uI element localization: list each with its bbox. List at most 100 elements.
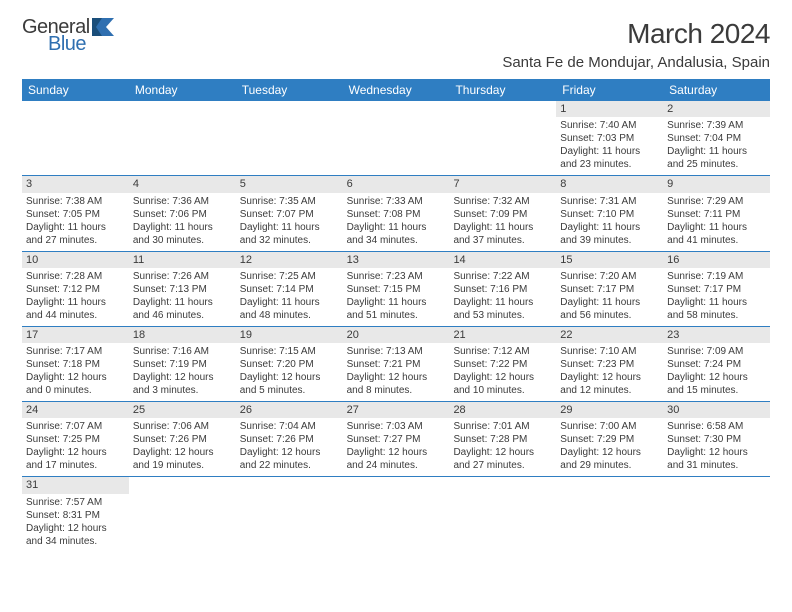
day-cell [343, 101, 450, 175]
daylight-text: Daylight: 12 hours and 27 minutes. [453, 446, 552, 472]
daylight-text: Daylight: 12 hours and 8 minutes. [347, 371, 446, 397]
sunrise-text: Sunrise: 7:07 AM [26, 420, 125, 433]
daylight-text: Daylight: 11 hours and 23 minutes. [560, 145, 659, 171]
day-number: 5 [236, 176, 343, 192]
sunrise-text: Sunrise: 7:15 AM [240, 345, 339, 358]
day-cell: 12Sunrise: 7:25 AMSunset: 7:14 PMDayligh… [236, 252, 343, 326]
week-row: 10Sunrise: 7:28 AMSunset: 7:12 PMDayligh… [22, 252, 770, 327]
sunrise-text: Sunrise: 7:39 AM [667, 119, 766, 132]
day-number: 17 [22, 327, 129, 343]
daylight-text: Daylight: 11 hours and 34 minutes. [347, 221, 446, 247]
sunset-text: Sunset: 7:06 PM [133, 208, 232, 221]
daylight-text: Daylight: 12 hours and 17 minutes. [26, 446, 125, 472]
sunset-text: Sunset: 7:30 PM [667, 433, 766, 446]
sunrise-text: Sunrise: 6:58 AM [667, 420, 766, 433]
daylight-text: Daylight: 12 hours and 24 minutes. [347, 446, 446, 472]
day-cell [556, 477, 663, 551]
sunset-text: Sunset: 7:09 PM [453, 208, 552, 221]
day-cell: 20 Sunrise: 7:13 AMSunset: 7:21 PMDayligh… [343, 327, 450, 401]
sunrise-text: Sunrise: 7:13 AM [347, 345, 446, 358]
day-number: 25 [129, 402, 236, 418]
daylight-text: Daylight: 12 hours and 5 minutes. [240, 371, 339, 397]
week-row: 24Sunrise: 7:07 AMSunset: 7:25 PMDayligh… [22, 402, 770, 477]
daylight-text: Daylight: 11 hours and 37 minutes. [453, 221, 552, 247]
day-number: 11 [129, 252, 236, 268]
sunset-text: Sunset: 7:04 PM [667, 132, 766, 145]
sunrise-text: Sunrise: 7:28 AM [26, 270, 125, 283]
daylight-text: Daylight: 12 hours and 31 minutes. [667, 446, 766, 472]
sunset-text: Sunset: 7:17 PM [560, 283, 659, 296]
day-cell [236, 101, 343, 175]
day-number: 6 [343, 176, 450, 192]
day-number: 10 [22, 252, 129, 268]
sunset-text: Sunset: 7:25 PM [26, 433, 125, 446]
day-number: 20 [343, 327, 450, 343]
day-cell [129, 101, 236, 175]
day-cell: 24Sunrise: 7:07 AMSunset: 7:25 PMDayligh… [22, 402, 129, 476]
sunset-text: Sunset: 7:20 PM [240, 358, 339, 371]
daylight-text: Daylight: 11 hours and 51 minutes. [347, 296, 446, 322]
day-number: 12 [236, 252, 343, 268]
day-cell: 8Sunrise: 7:31 AMSunset: 7:10 PMDaylight… [556, 176, 663, 250]
month-title: March 2024 [502, 18, 770, 50]
week-row: 31Sunrise: 7:57 AMSunset: 8:31 PMDayligh… [22, 477, 770, 551]
week-row: 1Sunrise: 7:40 AMSunset: 7:03 PMDaylight… [22, 101, 770, 176]
sunset-text: Sunset: 7:18 PM [26, 358, 125, 371]
day-number: 26 [236, 402, 343, 418]
day-cell [449, 101, 556, 175]
sunrise-text: Sunrise: 7:25 AM [240, 270, 339, 283]
sunset-text: Sunset: 7:14 PM [240, 283, 339, 296]
sunrise-text: Sunrise: 7:35 AM [240, 195, 339, 208]
day-cell: 25Sunrise: 7:06 AMSunset: 7:26 PMDayligh… [129, 402, 236, 476]
daylight-text: Daylight: 12 hours and 12 minutes. [560, 371, 659, 397]
sunrise-text: Sunrise: 7:36 AM [133, 195, 232, 208]
daylight-text: Daylight: 11 hours and 39 minutes. [560, 221, 659, 247]
sunset-text: Sunset: 7:19 PM [133, 358, 232, 371]
day-cell: 30Sunrise: 6:58 AMSunset: 7:30 PMDayligh… [663, 402, 770, 476]
location: Santa Fe de Mondujar, Andalusia, Spain [502, 54, 770, 71]
day-number: 16 [663, 252, 770, 268]
sunset-text: Sunset: 7:27 PM [347, 433, 446, 446]
daylight-text: Daylight: 11 hours and 44 minutes. [26, 296, 125, 322]
sunrise-text: Sunrise: 7:22 AM [453, 270, 552, 283]
sunrise-text: Sunrise: 7:23 AM [347, 270, 446, 283]
day-cell: 29Sunrise: 7:00 AMSunset: 7:29 PMDayligh… [556, 402, 663, 476]
sunrise-text: Sunrise: 7:20 AM [560, 270, 659, 283]
day-header-row: SundayMondayTuesdayWednesdayThursdayFrid… [22, 79, 770, 101]
day-cell: 9Sunrise: 7:29 AMSunset: 7:11 PMDaylight… [663, 176, 770, 250]
sunset-text: Sunset: 7:16 PM [453, 283, 552, 296]
day-cell: 31Sunrise: 7:57 AMSunset: 8:31 PMDayligh… [22, 477, 129, 551]
day-number: 22 [556, 327, 663, 343]
day-number: 19 [236, 327, 343, 343]
day-number: 15 [556, 252, 663, 268]
day-header-friday: Friday [556, 79, 663, 101]
day-header-wednesday: Wednesday [343, 79, 450, 101]
sunrise-text: Sunrise: 7:32 AM [453, 195, 552, 208]
daylight-text: Daylight: 12 hours and 0 minutes. [26, 371, 125, 397]
day-cell: 5Sunrise: 7:35 AMSunset: 7:07 PMDaylight… [236, 176, 343, 250]
daylight-text: Daylight: 12 hours and 10 minutes. [453, 371, 552, 397]
day-cell: 17Sunrise: 7:17 AMSunset: 7:18 PMDayligh… [22, 327, 129, 401]
sunset-text: Sunset: 7:08 PM [347, 208, 446, 221]
sunset-text: Sunset: 7:13 PM [133, 283, 232, 296]
sunrise-text: Sunrise: 7:31 AM [560, 195, 659, 208]
daylight-text: Daylight: 12 hours and 22 minutes. [240, 446, 339, 472]
day-cell [22, 101, 129, 175]
day-cell: 3Sunrise: 7:38 AMSunset: 7:05 PMDaylight… [22, 176, 129, 250]
day-number: 1 [556, 101, 663, 117]
week-row: 3Sunrise: 7:38 AMSunset: 7:05 PMDaylight… [22, 176, 770, 251]
sunset-text: Sunset: 7:21 PM [347, 358, 446, 371]
day-number: 13 [343, 252, 450, 268]
sunrise-text: Sunrise: 7:09 AM [667, 345, 766, 358]
day-number: 7 [449, 176, 556, 192]
day-number: 18 [129, 327, 236, 343]
day-cell [236, 477, 343, 551]
day-number: 14 [449, 252, 556, 268]
sunrise-text: Sunrise: 7:01 AM [453, 420, 552, 433]
day-cell: 7 Sunrise: 7:32 AMSunset: 7:09 PMDaylight… [449, 176, 556, 250]
sunset-text: Sunset: 7:23 PM [560, 358, 659, 371]
sunset-text: Sunset: 7:29 PM [560, 433, 659, 446]
sunset-text: Sunset: 7:17 PM [667, 283, 766, 296]
sunrise-text: Sunrise: 7:19 AM [667, 270, 766, 283]
sunrise-text: Sunrise: 7:06 AM [133, 420, 232, 433]
